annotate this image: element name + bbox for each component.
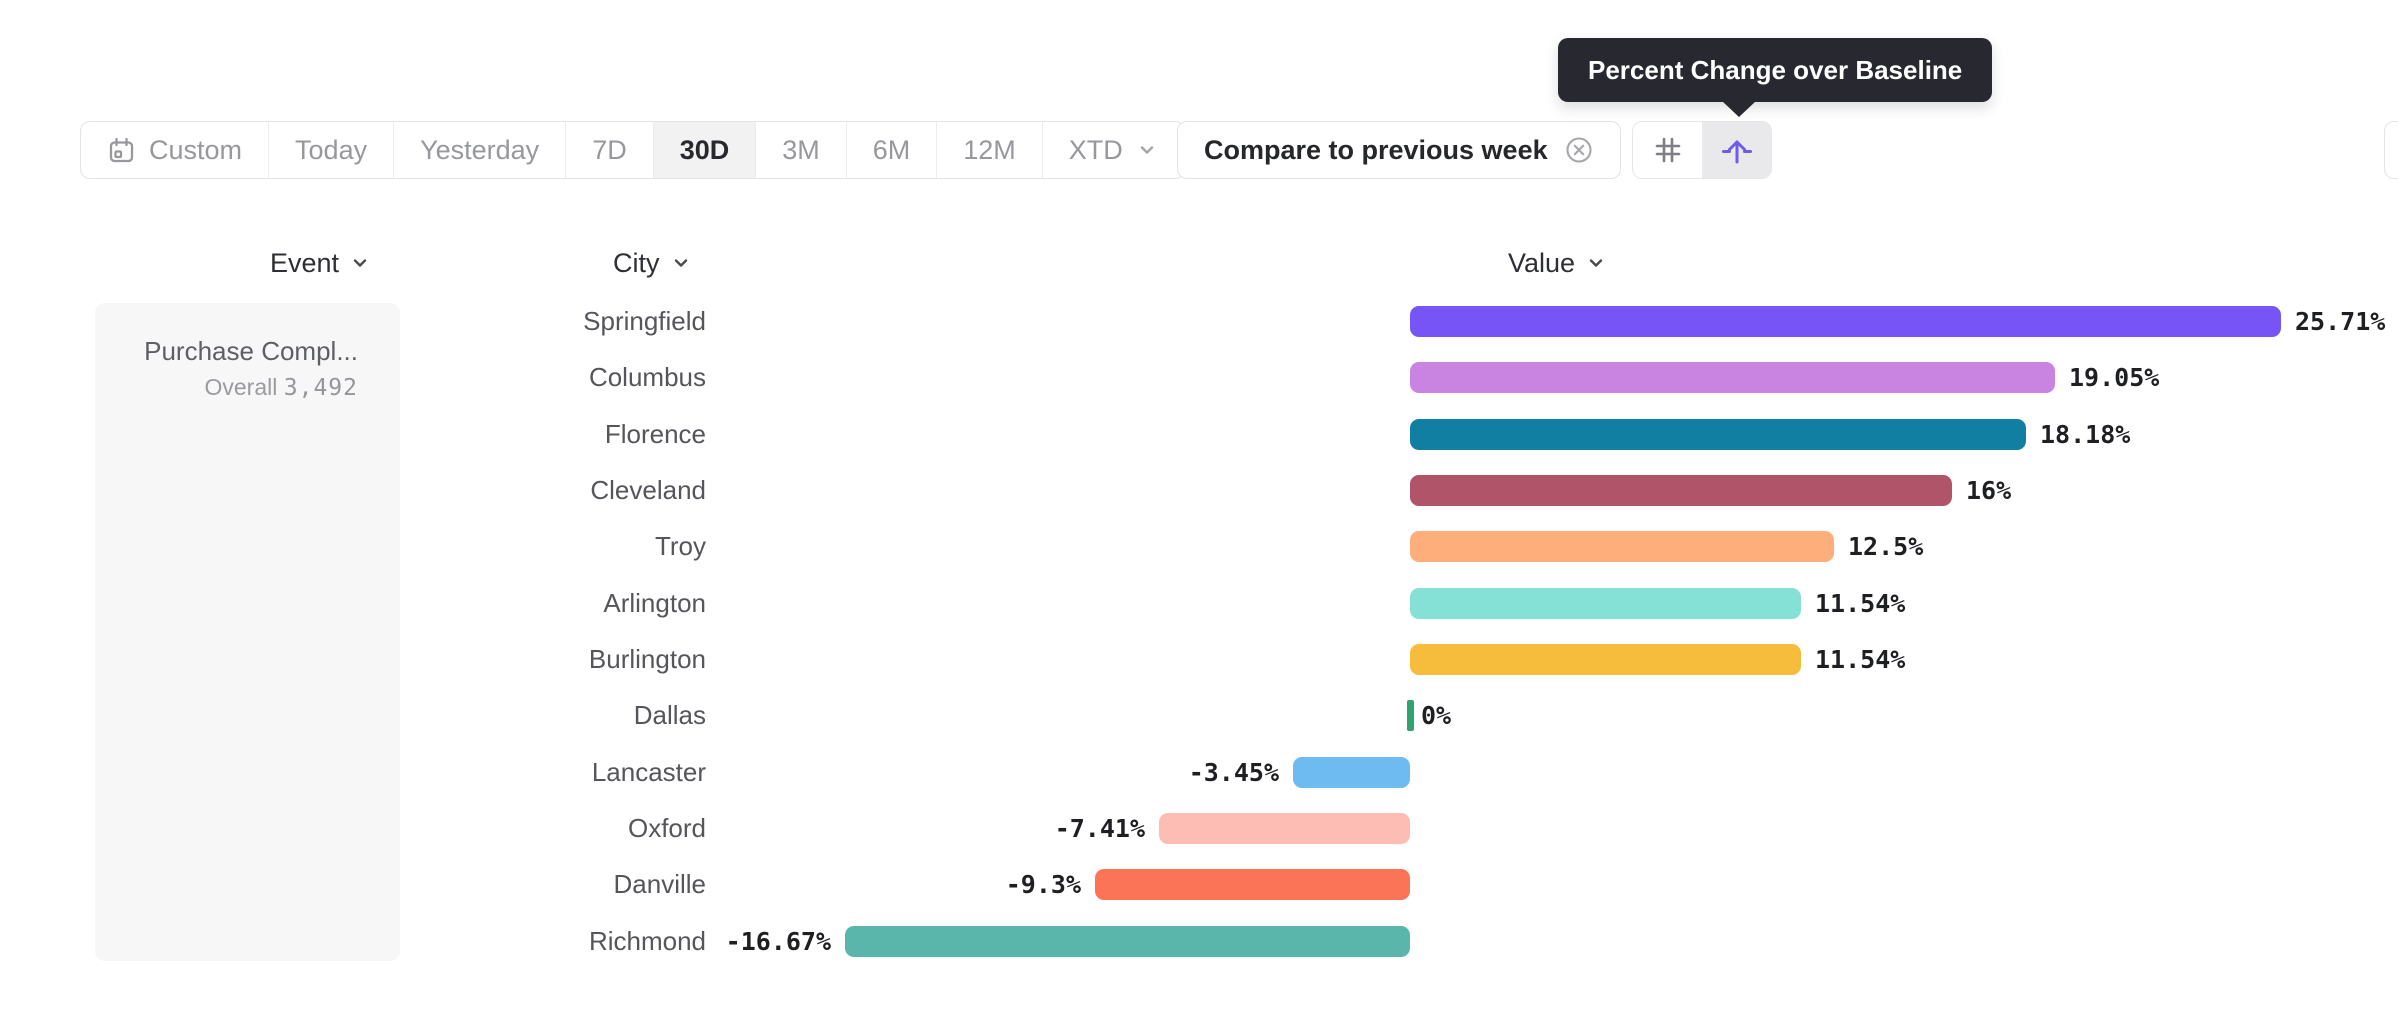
city-label: Springfield <box>583 306 706 336</box>
date-range-label: 6M <box>872 134 911 165</box>
date-range-label: 7D <box>592 134 627 165</box>
bar[interactable] <box>1095 869 1410 900</box>
chart-row: Cleveland 16% <box>0 462 2398 518</box>
city-label: Dallas <box>633 700 706 730</box>
city-label: Arlington <box>603 588 706 618</box>
date-range-6m[interactable]: 6M <box>845 122 937 178</box>
date-range-12m[interactable]: 12M <box>936 122 1042 178</box>
bar[interactable] <box>1410 588 1801 619</box>
tooltip: Percent Change over Baseline <box>1558 38 1993 102</box>
value-label: 19.05% <box>2069 363 2160 392</box>
column-header-value[interactable]: Value <box>1508 246 1607 280</box>
value-label: 18.18% <box>2040 420 2131 449</box>
bar[interactable] <box>1410 475 1952 506</box>
toggle-absolute-numbers[interactable] <box>1633 122 1702 178</box>
chevron-down-icon <box>670 252 692 274</box>
city-label: Oxford <box>627 813 706 843</box>
value-label: 11.54% <box>1815 645 1906 674</box>
value-label: -3.45% <box>1188 758 1279 787</box>
value-label: 16% <box>1966 476 2012 505</box>
baseline-arrow-icon <box>1719 132 1755 168</box>
date-range-yesterday[interactable]: Yesterday <box>393 122 565 178</box>
city-label: Florence <box>604 419 706 449</box>
compare-label: Compare to previous week <box>1204 134 1548 165</box>
date-range-label: Today <box>295 134 368 165</box>
date-range-group: Custom Today Yesterday 7D 30D 3M 6M <box>80 121 1185 179</box>
date-range-today[interactable]: Today <box>268 122 393 178</box>
value-display-toggle <box>1632 121 1772 179</box>
chart-row: Lancaster -3.45% <box>0 744 2398 800</box>
value-label: 11.54% <box>1815 589 1906 618</box>
date-range-7d[interactable]: 7D <box>565 122 653 178</box>
value-label: 12.5% <box>1848 532 1924 561</box>
chevron-down-icon <box>1585 252 1607 274</box>
date-range-label: XTD <box>1068 134 1123 165</box>
value-label: -9.3% <box>1005 870 1081 899</box>
column-header-event[interactable]: Event <box>270 246 371 280</box>
compare-chip[interactable]: Compare to previous week <box>1177 121 1621 179</box>
close-circle-icon[interactable] <box>1564 135 1594 165</box>
value-label: 25.71% <box>2295 307 2386 336</box>
event-overall-label: Overall <box>204 374 278 400</box>
tooltip-caret <box>1722 101 1756 117</box>
date-range-label: 12M <box>963 134 1016 165</box>
event-title: Purchase Compl... <box>144 336 358 366</box>
city-label: Burlington <box>588 644 706 674</box>
city-label: Columbus <box>588 362 706 392</box>
chart-row: Arlington 11.54% <box>0 575 2398 631</box>
date-range-label: Yesterday <box>420 134 540 165</box>
bar[interactable] <box>1410 644 1801 675</box>
bar[interactable] <box>1410 306 2281 337</box>
chart-row: Burlington 11.54% <box>0 631 2398 687</box>
value-label: 0% <box>1421 701 1452 730</box>
bar[interactable] <box>845 926 1410 957</box>
value-label: -16.67% <box>725 927 831 956</box>
chevron-down-icon <box>349 252 371 274</box>
tooltip-text: Percent Change over Baseline <box>1588 54 1963 85</box>
date-range-label: 30D <box>679 134 730 165</box>
city-label: Danville <box>613 869 707 899</box>
chart-row: Oxford -7.41% <box>0 800 2398 856</box>
column-header-city-label: City <box>613 247 660 278</box>
date-range-30d[interactable]: 30D <box>652 122 756 178</box>
chart-row: Springfield 25.71% <box>0 293 2398 349</box>
chart-row: Troy 12.5% <box>0 518 2398 574</box>
chevron-down-icon <box>1136 139 1158 161</box>
calendar-icon <box>107 136 136 165</box>
chart-row: Dallas 0% <box>0 687 2398 743</box>
event-overall-value: 3,492 <box>283 375 358 401</box>
date-range-3m[interactable]: 3M <box>755 122 846 178</box>
date-range-label: Custom <box>149 134 243 165</box>
column-header-event-label: Event <box>270 247 340 278</box>
event-card[interactable]: Purchase Compl... Overall 3,492 <box>95 303 400 961</box>
date-range-custom[interactable]: Custom <box>81 122 268 178</box>
chart-row: Columbus 19.05% <box>0 349 2398 405</box>
date-range-xtd[interactable]: XTD <box>1041 122 1184 178</box>
city-label: Richmond <box>588 926 706 956</box>
toggle-percent-change-baseline[interactable] <box>1702 122 1771 178</box>
value-label: -7.41% <box>1054 814 1145 843</box>
chart-row: Richmond -16.67% <box>0 913 2398 969</box>
number-grid-icon <box>1652 134 1684 166</box>
bar[interactable] <box>1410 531 1834 562</box>
city-label: Troy <box>654 531 706 561</box>
column-header-value-label: Value <box>1508 247 1576 278</box>
bar[interactable] <box>1159 813 1410 844</box>
chart-row: Danville -9.3% <box>0 856 2398 912</box>
zero-bar[interactable] <box>1407 700 1414 731</box>
event-overall: Overall 3,492 <box>115 369 358 406</box>
city-label: Lancaster <box>591 757 706 787</box>
clipped-right-button[interactable] <box>2384 121 2398 179</box>
bar[interactable] <box>1410 362 2055 393</box>
column-header-city[interactable]: City <box>613 246 692 280</box>
city-label: Cleveland <box>590 475 706 505</box>
bar[interactable] <box>1293 757 1410 788</box>
bar[interactable] <box>1410 419 2026 450</box>
date-range-label: 3M <box>782 134 820 165</box>
chart-row: Florence 18.18% <box>0 406 2398 462</box>
